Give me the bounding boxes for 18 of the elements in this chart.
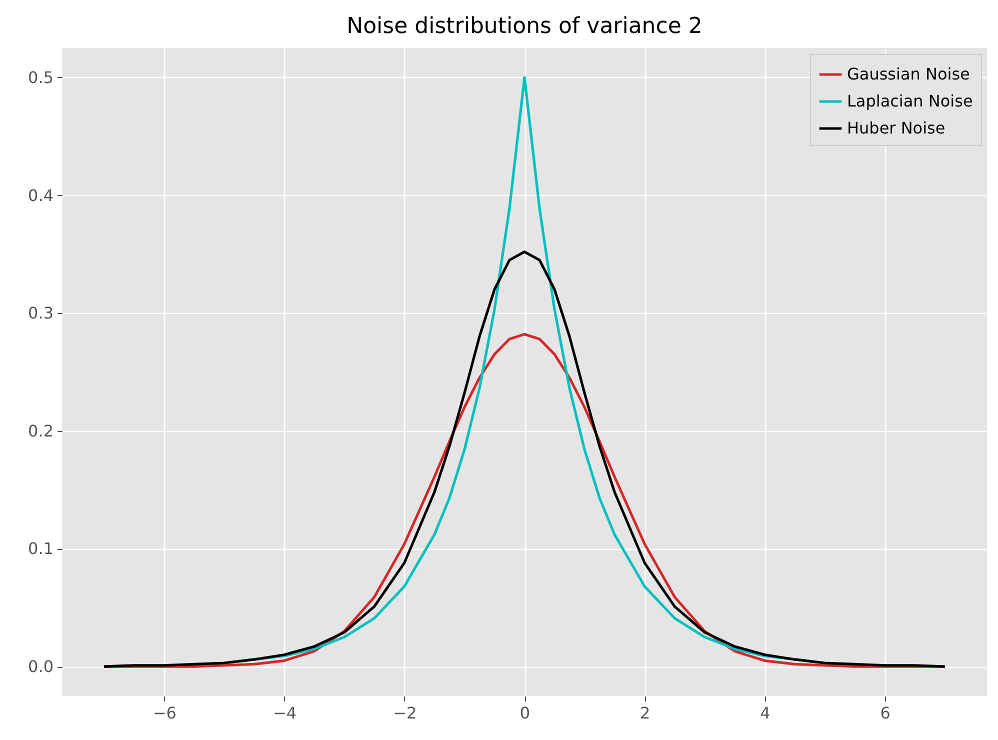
x-tick-label: 2 bbox=[640, 704, 650, 722]
legend-label: Huber Noise bbox=[847, 118, 946, 138]
y-tick-label: 0.1 bbox=[28, 539, 54, 558]
x-tick-label: −4 bbox=[272, 704, 297, 722]
x-tick-label: 0 bbox=[520, 704, 530, 722]
x-tick-label: 4 bbox=[760, 704, 770, 722]
x-tick-label: −6 bbox=[152, 704, 176, 722]
y-tick-label: 0.0 bbox=[28, 657, 54, 676]
x-tick-label: −2 bbox=[393, 704, 417, 722]
y-tick-label: 0.3 bbox=[28, 304, 54, 323]
legend-label: Gaussian Noise bbox=[847, 64, 970, 84]
y-tick-label: 0.5 bbox=[28, 68, 54, 87]
chart-title: Noise distributions of variance 2 bbox=[346, 14, 702, 39]
y-tick-label: 0.2 bbox=[28, 421, 54, 440]
x-tick-label: 6 bbox=[880, 704, 890, 722]
legend-label: Laplacian Noise bbox=[847, 92, 973, 110]
line-series bbox=[102, 250, 946, 668]
y-tick-label: 0.4 bbox=[28, 186, 54, 205]
